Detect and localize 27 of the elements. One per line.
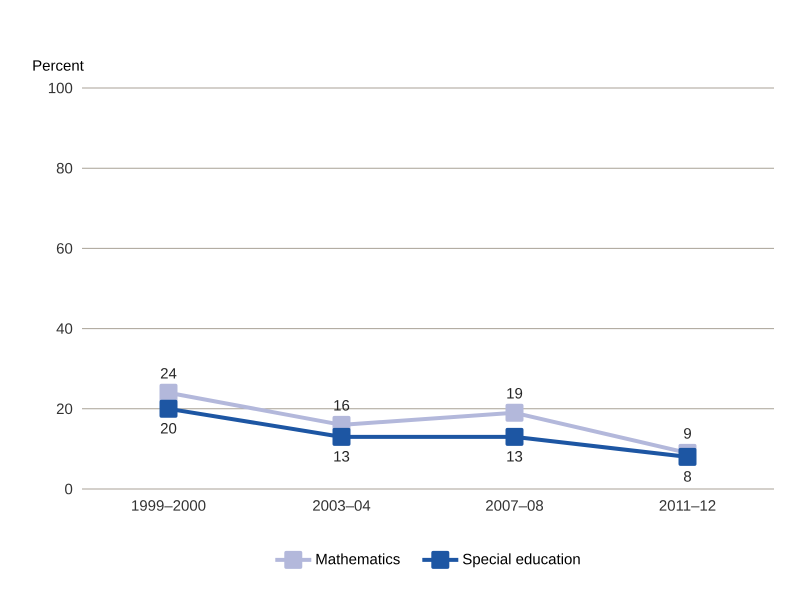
data-label: 8 [684, 471, 692, 482]
y-tick-label: 20 [56, 403, 72, 414]
data-label: 9 [684, 428, 691, 439]
point [506, 428, 524, 446]
data-label: 13 [334, 451, 350, 462]
data-label: 16 [334, 400, 350, 411]
data-label: 19 [507, 388, 522, 399]
x-tick-label: 2003–04 [313, 500, 370, 511]
point [332, 428, 351, 446]
x-tick-label: 2011–12 [660, 500, 716, 511]
y-tick-label: 60 [56, 243, 72, 254]
legend-label: Mathematics [316, 553, 400, 564]
x-tick-label: 1999–2000 [132, 500, 206, 511]
y-tick-label: 40 [56, 323, 72, 334]
point [506, 404, 524, 422]
y-tick-label: 80 [56, 162, 72, 174]
point [160, 400, 178, 418]
x-tick-label: 2007–08 [486, 500, 544, 511]
point [678, 448, 696, 466]
data-label: 24 [160, 368, 176, 379]
y-tick-label: 0 [65, 484, 72, 494]
y-tick-label: 100 [48, 82, 72, 94]
data-label: 13 [507, 451, 522, 462]
point [160, 384, 178, 402]
legend-label: Special education [462, 553, 580, 568]
data-label: 20 [160, 422, 176, 434]
y-axis-title: Percent [33, 60, 84, 71]
